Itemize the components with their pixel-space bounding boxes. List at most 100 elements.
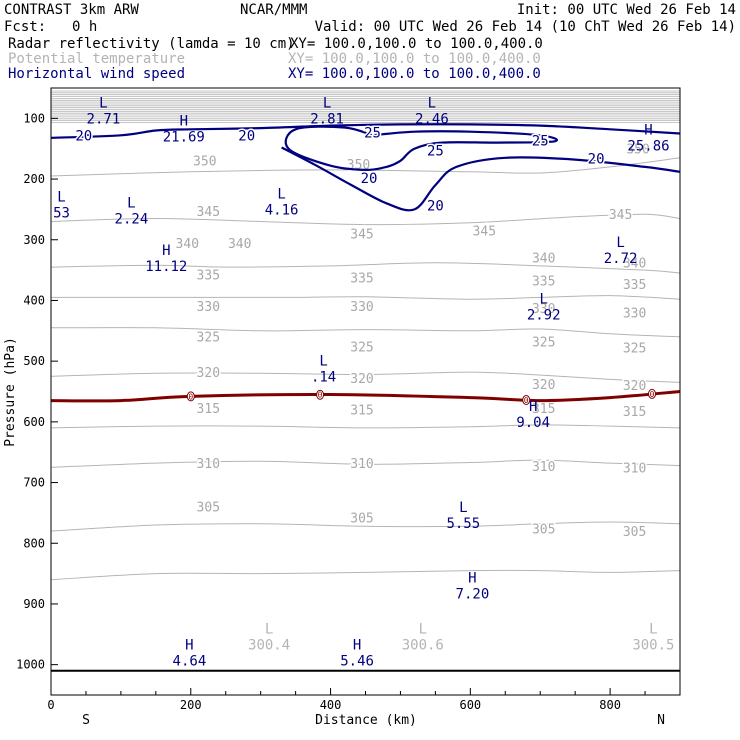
extremum-low: L2.72 [604,235,638,267]
extremum-value: 2.81 [310,111,344,127]
wind-contour-label: 20 [361,171,378,187]
theta-contour-label: 310 [532,460,555,475]
theta-contour-label: 310 [350,457,373,472]
extremum-low: L2.81 [310,95,344,127]
theta-contour-305 [51,569,680,581]
y-tick-label: 300 [23,233,45,247]
extremum-low: L2.71 [87,95,121,127]
theta-contour-label: 325 [197,331,220,346]
extremum-high: H5.46 [340,637,374,669]
theta-contour-label: 325 [532,335,555,350]
theta-contour-label: 320 [350,372,373,387]
x-tick-label: 600 [459,698,481,712]
extremum-low: L5.55 [446,500,480,532]
x-tick-label: 200 [180,698,202,712]
y-tick-label: 500 [23,354,45,368]
extremum-low: L2.24 [115,196,149,228]
theta-contour-label: 335 [623,278,646,293]
extremum-marker: H [353,637,361,653]
theta-contour-label: 330 [197,300,220,315]
theta-contour-label: 330 [532,302,555,317]
wind-contour-label: 25 [427,144,444,160]
theta-contour-label: 345 [473,224,496,239]
extremum-marker: L [459,500,467,516]
extremum-low: L2.46 [415,95,449,127]
y-tick-label: 800 [23,536,45,550]
melting-level-label: 0 [318,391,323,400]
extremum-value: 11.12 [145,259,187,275]
extremum-marker: L [616,235,624,251]
y-tick-label: 900 [23,597,45,611]
theta-contour-label: 335 [532,275,555,290]
field-xy-wind: XY= 100.0,100.0 to 100.0,400.0 [288,66,541,82]
wind-contour-25 [284,125,559,172]
x-tick-label: 800 [599,698,621,712]
extremum-value: 7.20 [456,587,490,603]
stratosphere-theta-band [51,90,680,123]
extremum-marker: L [419,622,427,638]
wind-contour-label: 20 [427,198,444,214]
field-xy-reflectivity: XY= 100.0,100.0 to 100.0,400.0 [290,36,543,52]
extremum-value: .14 [311,369,336,385]
theta-contour-350 [51,157,680,177]
extremum-marker: L [323,95,331,111]
melting-level-marker [186,391,195,402]
theta-contour-label: 320 [197,366,220,381]
theta-contour-label: 325 [623,342,646,357]
extremum-value: 53 [53,205,70,221]
extremum-marker: L [277,186,285,202]
extremum-high: H11.12 [145,243,187,275]
extremum-value: 5.55 [446,516,480,532]
x-tick-label: 400 [320,698,342,712]
extremum-value: 300.5 [632,638,674,654]
chart-title: CONTRAST 3km ARW [4,2,139,18]
extremum-marker: H [162,243,170,259]
extremum-value: 5.46 [340,653,374,669]
extremum-high: H9.04 [516,399,550,431]
melting-level: 0 0 0 0 [51,388,680,405]
extremum-marker: H [185,637,193,653]
theta-contour-label: 340 [623,257,646,272]
melting-level-marker [522,395,531,405]
y-tick-label: 1000 [16,658,45,672]
theta-contour-label: 315 [532,402,555,417]
axes: 0 200 400 600 800100200300400500600700800900… [16,111,646,712]
extremum-marker: L [319,353,327,369]
extremum-low: L.14 [311,353,336,385]
theta-contour-label: 315 [197,402,220,417]
extremum-high: H7.20 [456,571,490,603]
field-name-reflectivity: Radar reflectivity (lamda = 10 cm) [8,36,295,52]
theta-contour-label: 305 [197,501,220,516]
theta-contour-label: 340 [228,237,251,252]
extremum-marker: H [529,399,537,415]
extremum-marker: L [57,189,65,205]
wind-contour-label: 25 [364,126,381,142]
wind-contour-20 [51,123,680,139]
extremum-value: 2.92 [527,307,561,323]
wind-contour-label: 20 [588,152,605,168]
extremum-marker: L [539,291,547,307]
extremum-value: 2.72 [604,251,638,267]
theta-contour-325 [51,371,680,383]
extremum-low: L4.16 [265,186,299,218]
y-tick-label: 200 [23,172,45,186]
melting-level-marker [648,388,656,399]
extremum-marker: L [127,196,135,212]
endpoint-right: N [657,713,665,728]
theta-contour-label: 350 [626,142,649,157]
theta-contour-label: 335 [197,269,220,284]
theta-contour-label: 310 [623,462,646,477]
extremum-value: 25.86 [627,139,669,155]
fcst-value: 0 h [72,19,97,35]
extremum-marker: L [428,95,436,111]
theta-contour-335 [51,295,680,300]
y-tick-label: 100 [23,111,45,125]
theta-contour-label: 345 [350,227,373,242]
extremum-value: 2.71 [87,111,121,127]
source-label: NCAR/MMM [240,2,307,18]
theta-contour-label: 325 [350,340,373,355]
y-axis-label: Pressure (hPa) [3,337,18,447]
theta-contour-label: 320 [532,378,555,393]
